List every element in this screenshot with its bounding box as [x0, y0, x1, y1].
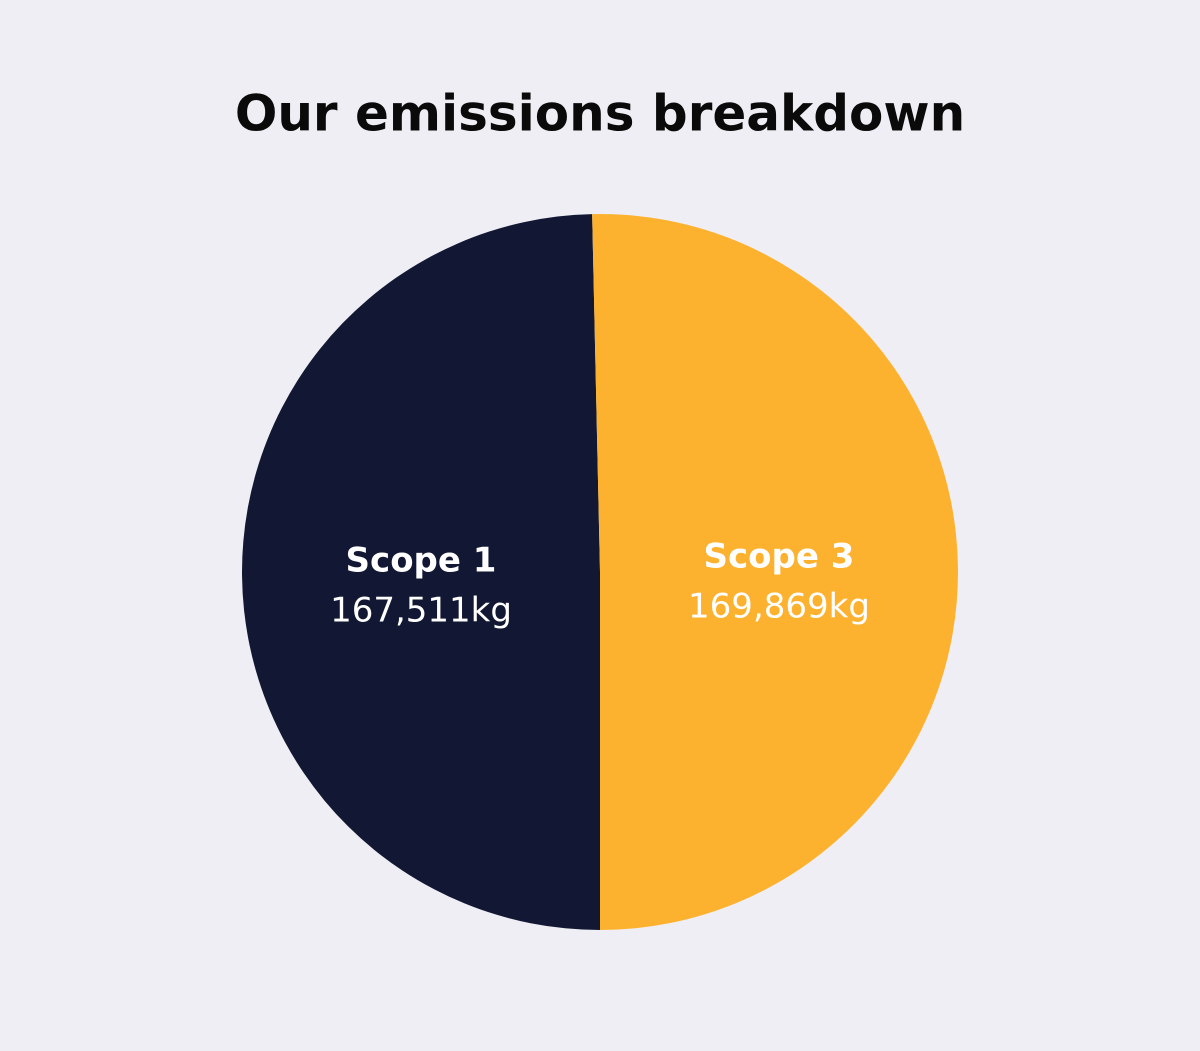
slice-labels: Scope 1 167,511kg Scope 3 169,869kg — [330, 537, 870, 631]
slice-value: 167,511kg — [330, 590, 512, 630]
pie — [242, 213, 959, 931]
slice-name: Scope 3 — [704, 537, 855, 577]
slice-value: 169,869kg — [688, 587, 870, 627]
slice-name: Scope 1 — [346, 540, 497, 580]
pie-slice — [242, 214, 600, 930]
pie-slice — [592, 213, 959, 931]
chart-title: Our emissions breakdown — [235, 85, 965, 143]
